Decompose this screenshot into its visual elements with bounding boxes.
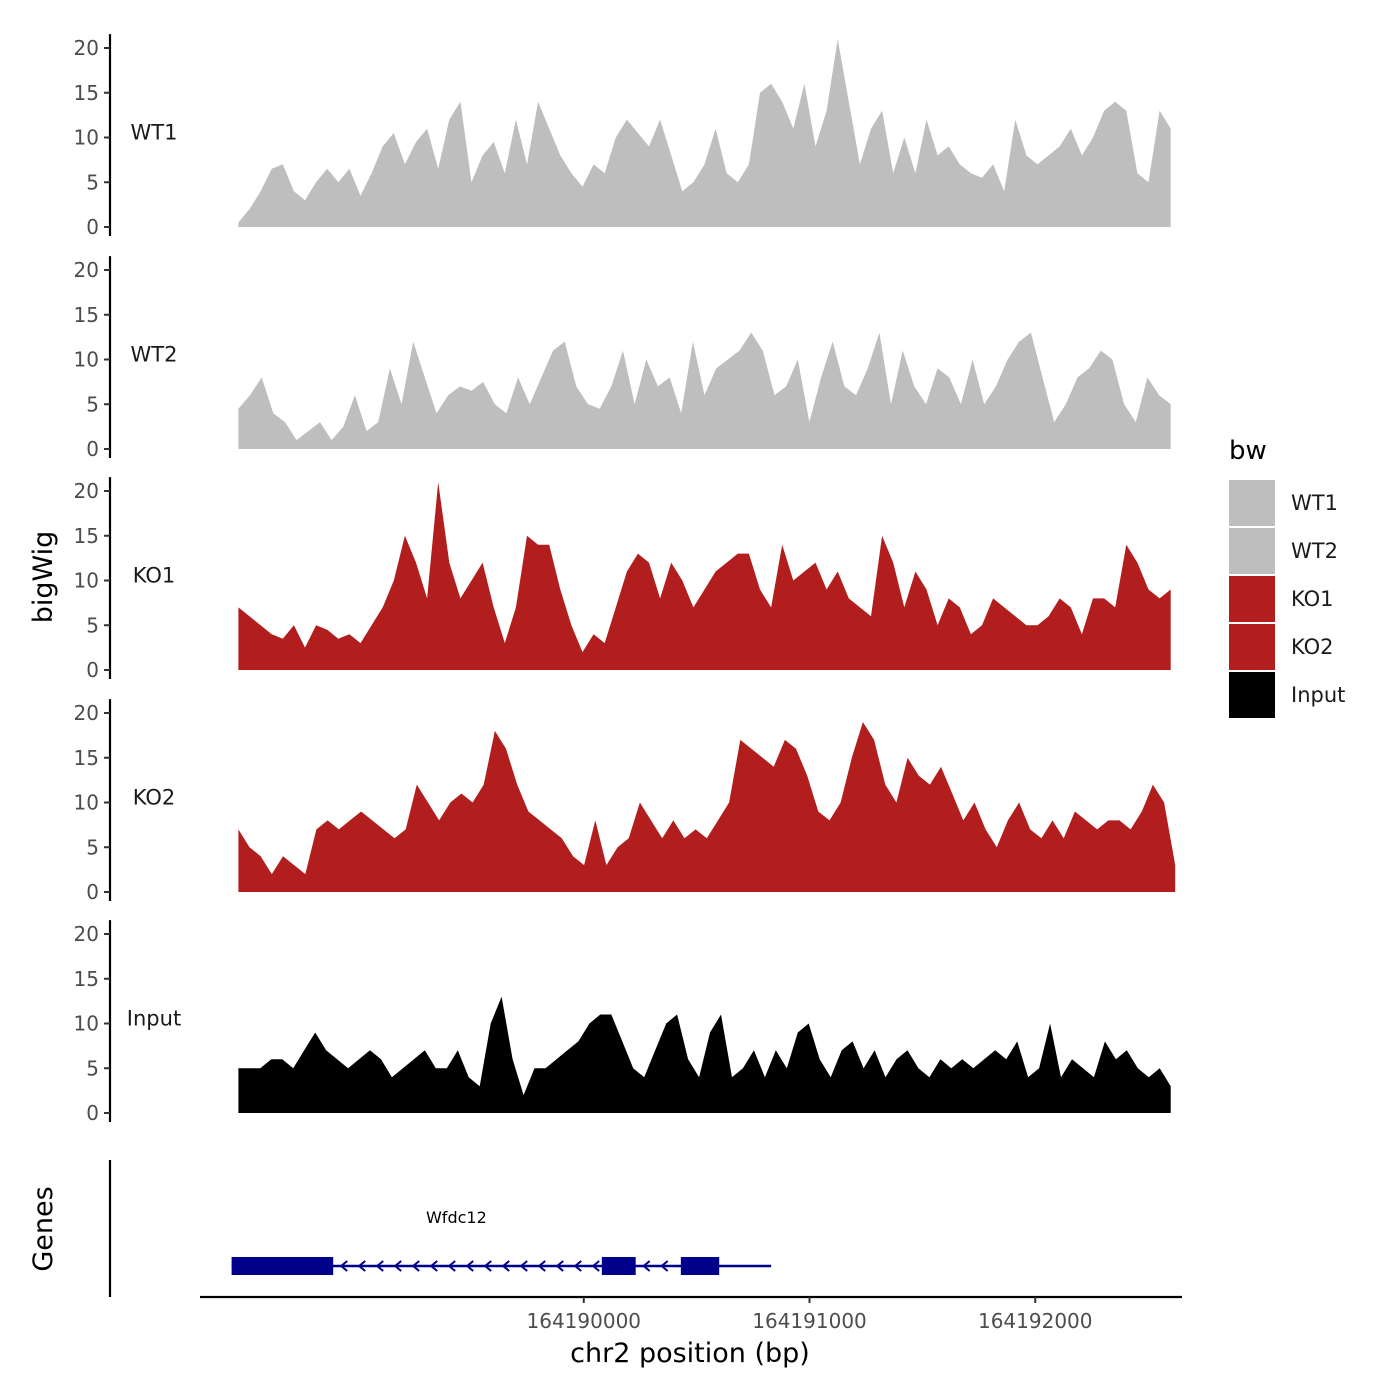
y-tick-label: 20 bbox=[74, 922, 99, 946]
y-tick-label: 15 bbox=[74, 303, 99, 327]
y-tick-label: 5 bbox=[86, 392, 99, 416]
track-label-ko1: KO1 bbox=[133, 564, 176, 588]
strand-arrow bbox=[393, 1260, 402, 1272]
y-tick-label: 10 bbox=[74, 126, 99, 150]
track-label-ko2: KO2 bbox=[133, 786, 176, 810]
strand-arrow bbox=[519, 1260, 528, 1272]
x-axis-title: chr2 position (bp) bbox=[570, 1338, 810, 1369]
x-tick-label: 164190000 bbox=[527, 1309, 642, 1333]
track-label-wt1: WT1 bbox=[131, 121, 178, 145]
legend-label-wt2: WT2 bbox=[1291, 539, 1338, 563]
legend-item-wt1: WT1 bbox=[1229, 480, 1338, 526]
y-tick-label: 5 bbox=[86, 170, 99, 194]
track-wt2: 0 5 10 15 20 WT2 bbox=[74, 256, 1171, 461]
y-tick-label: 5 bbox=[86, 1056, 99, 1080]
legend-item-ko1: KO1 bbox=[1229, 576, 1334, 622]
strand-arrow bbox=[660, 1260, 669, 1272]
track-ko2: 0 5 10 15 20 KO2 bbox=[74, 699, 1176, 904]
y-tick-label: 10 bbox=[74, 569, 99, 593]
y-tick-label: 15 bbox=[74, 524, 99, 548]
legend-item-input: Input bbox=[1229, 672, 1345, 718]
legend-key-wt2 bbox=[1229, 528, 1275, 574]
track-ko1: 0 5 10 15 20 KO1 bbox=[74, 477, 1171, 682]
y-tick-label: 15 bbox=[74, 81, 99, 105]
x-tick-label: 164192000 bbox=[978, 1309, 1093, 1333]
area-input bbox=[238, 996, 1171, 1113]
track-wt1: 0 5 10 15 20 WT1 bbox=[74, 34, 1171, 239]
gene-exon bbox=[601, 1257, 636, 1275]
strand-arrow bbox=[591, 1260, 600, 1272]
legend-label-ko1: KO1 bbox=[1291, 587, 1334, 611]
y-tick-label: 5 bbox=[86, 613, 99, 637]
strand-arrow bbox=[642, 1260, 651, 1272]
y-tick-label: 0 bbox=[86, 880, 99, 904]
genes-axis-title: Genes bbox=[28, 1186, 59, 1271]
track-label-input: Input bbox=[127, 1007, 181, 1031]
legend-label-input: Input bbox=[1291, 683, 1345, 707]
y-tick-label: 5 bbox=[86, 835, 99, 859]
strand-arrow bbox=[537, 1260, 546, 1272]
x-axis: 164190000 164191000 164192000 chr2 positio… bbox=[200, 1295, 1182, 1369]
strand-arrow bbox=[483, 1260, 492, 1272]
y-tick-label: 15 bbox=[74, 746, 99, 770]
y-tick-label: 20 bbox=[74, 701, 99, 725]
legend-items: WT1 WT2 KO1 KO2 Input bbox=[1229, 480, 1345, 718]
y-axis-title: bigWig bbox=[28, 531, 59, 624]
y-tick-label: 10 bbox=[74, 1012, 99, 1036]
gene-label: Wfdc12 bbox=[426, 1208, 487, 1227]
strand-arrow bbox=[555, 1260, 564, 1272]
gene-exon bbox=[231, 1257, 334, 1275]
strand-arrow bbox=[357, 1260, 366, 1272]
genes-panel: Genes Wfdc12 bbox=[28, 1160, 772, 1297]
x-tick-label: 164191000 bbox=[752, 1309, 867, 1333]
y-tick-label: 0 bbox=[86, 1101, 99, 1125]
strand-arrow bbox=[429, 1260, 438, 1272]
y-tick-label: 10 bbox=[74, 791, 99, 815]
area-ko2 bbox=[238, 722, 1176, 892]
area-wt2 bbox=[238, 332, 1171, 449]
x-ticks: 164190000 164191000 164192000 bbox=[527, 1297, 1093, 1333]
genes-group: Wfdc12 bbox=[231, 1208, 772, 1275]
y-tick-label: 0 bbox=[86, 437, 99, 461]
y-tick-label: 0 bbox=[86, 658, 99, 682]
strand-arrow bbox=[375, 1260, 384, 1272]
legend-key-wt1 bbox=[1229, 480, 1275, 526]
legend-key-input bbox=[1229, 672, 1275, 718]
strand-arrow bbox=[501, 1260, 510, 1272]
strand-arrow bbox=[465, 1260, 474, 1272]
strand-arrow bbox=[411, 1260, 420, 1272]
gene-exon bbox=[680, 1257, 720, 1275]
y-tick-label: 10 bbox=[74, 348, 99, 372]
y-tick-label: 20 bbox=[74, 36, 99, 60]
strand-arrow bbox=[447, 1260, 456, 1272]
y-tick-label: 20 bbox=[74, 258, 99, 282]
legend-key-ko1 bbox=[1229, 576, 1275, 622]
gene-wfdc12: Wfdc12 bbox=[231, 1208, 772, 1275]
area-ko1 bbox=[238, 482, 1171, 670]
y-tick-label: 0 bbox=[86, 215, 99, 239]
strand-arrow bbox=[573, 1260, 582, 1272]
legend: bw WT1 WT2 KO1 KO2 Input bbox=[1229, 436, 1345, 718]
y-tick-label: 15 bbox=[74, 967, 99, 991]
tracks-group: 0 5 10 15 20 WT1 0 5 10 15 20 WT2 0 5 10 15 20 KO1 0 5 10 15 2… bbox=[74, 34, 1176, 1125]
track-input: 0 5 10 15 20 Input bbox=[74, 920, 1171, 1125]
legend-item-wt2: WT2 bbox=[1229, 528, 1338, 574]
legend-label-ko2: KO2 bbox=[1291, 635, 1334, 659]
track-label-wt2: WT2 bbox=[131, 343, 178, 367]
legend-label-wt1: WT1 bbox=[1291, 491, 1338, 515]
legend-key-ko2 bbox=[1229, 624, 1275, 670]
strand-arrow bbox=[339, 1260, 348, 1272]
y-tick-label: 20 bbox=[74, 479, 99, 503]
legend-item-ko2: KO2 bbox=[1229, 624, 1334, 670]
area-wt1 bbox=[238, 39, 1171, 227]
legend-title: bw bbox=[1229, 436, 1267, 466]
